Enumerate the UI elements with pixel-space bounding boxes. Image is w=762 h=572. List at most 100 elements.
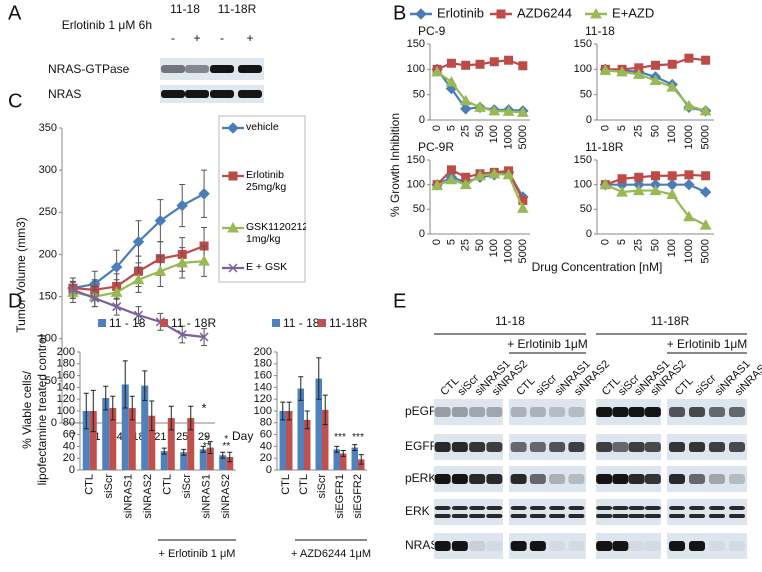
y-tick-label: 50 [580, 203, 592, 215]
y-tick-label: 250 [39, 206, 57, 218]
x-tick-label: siScr [316, 474, 328, 499]
legend-swatch [318, 319, 326, 327]
bar [82, 411, 90, 470]
blot-background [434, 499, 503, 525]
marker [699, 104, 712, 116]
marker [616, 65, 628, 77]
blot-band [529, 506, 546, 510]
blot-band [689, 474, 705, 484]
y-tick-label: 120 [57, 393, 75, 405]
error-bar [220, 451, 226, 459]
legend-label: E+AZD [612, 5, 654, 20]
marker [649, 184, 662, 196]
y-tick-label: 40 [260, 440, 272, 452]
y-tick-label: 150 [574, 154, 592, 166]
blot-band [729, 442, 745, 452]
marker [683, 210, 695, 222]
marker [489, 57, 499, 67]
y-tick-label: 140 [57, 381, 75, 393]
marker [445, 75, 458, 87]
blot-background [509, 399, 586, 425]
blot-band [709, 514, 725, 518]
blot-band [451, 506, 468, 510]
marker [154, 215, 167, 227]
marker [198, 255, 210, 266]
y-tick-label: 0 [51, 417, 57, 429]
bar [219, 455, 227, 470]
marker [502, 168, 515, 180]
blot-band [628, 474, 645, 484]
lane-label: - [171, 31, 175, 45]
marker [684, 53, 694, 63]
blot-band [689, 514, 705, 518]
x-tick-label: 7 [70, 431, 76, 443]
y-tick-label: 0 [586, 228, 592, 240]
bar [297, 388, 304, 470]
marker [90, 293, 100, 303]
marker [488, 104, 501, 116]
blot-band [568, 506, 585, 510]
legend-item: E + GSK [246, 261, 287, 273]
blot-band [689, 442, 705, 452]
blot-band [451, 541, 468, 551]
annotation: * [205, 434, 209, 445]
blot-band [709, 442, 725, 452]
marker [176, 256, 189, 268]
blot-band [729, 514, 745, 518]
x-tick-label: 50 [649, 125, 661, 137]
error-bar [352, 444, 358, 452]
blot-band [434, 442, 451, 452]
marker [599, 64, 612, 75]
x-tick-label: siNRAS2 [142, 474, 154, 519]
marker [176, 199, 188, 212]
blot-band [549, 506, 566, 510]
marker [474, 169, 486, 181]
lane-label: + [193, 31, 200, 45]
error-bar [181, 448, 187, 456]
blot-band [510, 407, 527, 417]
blot-band [434, 474, 451, 484]
y-tick-label: 100 [57, 405, 75, 417]
blot-band [568, 514, 585, 518]
error-bar [200, 445, 206, 453]
cell-line-label: 11-18 [495, 314, 525, 328]
y-tick-label: 150 [39, 290, 57, 302]
blot-band [596, 474, 613, 484]
bar [187, 418, 195, 470]
row-label: pERK [405, 471, 436, 485]
x-tick-label: 5000 [517, 125, 529, 149]
legend-label: 11 - 18R [171, 316, 216, 330]
blot-band [596, 407, 613, 417]
x-tick-label: 25 [633, 239, 645, 251]
group-label: + Erlotinib 1 μM [159, 548, 236, 560]
blot-band [568, 442, 585, 452]
annotation: ** [222, 441, 230, 452]
subplot-title: PC-9R [418, 140, 454, 154]
bar [206, 447, 214, 470]
blot-band [486, 442, 503, 452]
legend-label: Erlotinib 25mg/kg [246, 169, 287, 193]
x-axis-title: Day [232, 429, 253, 443]
blot-band [469, 541, 486, 551]
bar [351, 447, 358, 470]
blot-band [451, 474, 468, 484]
marker [667, 171, 677, 181]
lane-label: siScr [534, 372, 560, 398]
blot-band [709, 474, 725, 484]
error-bar [142, 370, 148, 401]
lane-label: siScr [693, 372, 719, 398]
y-tick-label: 160 [57, 370, 75, 382]
blot-band [729, 407, 745, 417]
row-label: NRAS [48, 87, 81, 101]
blot-band [210, 90, 234, 98]
marker [632, 184, 645, 196]
subplot-title: PC-9 [418, 24, 446, 38]
blot-band [529, 407, 546, 417]
marker [227, 221, 239, 233]
x-tick-label: 50 [649, 239, 661, 251]
y-tick-label: 50 [413, 203, 425, 215]
marker [228, 171, 238, 181]
blot-band [612, 541, 629, 551]
legend-swatch [272, 319, 280, 327]
marker [446, 165, 456, 175]
